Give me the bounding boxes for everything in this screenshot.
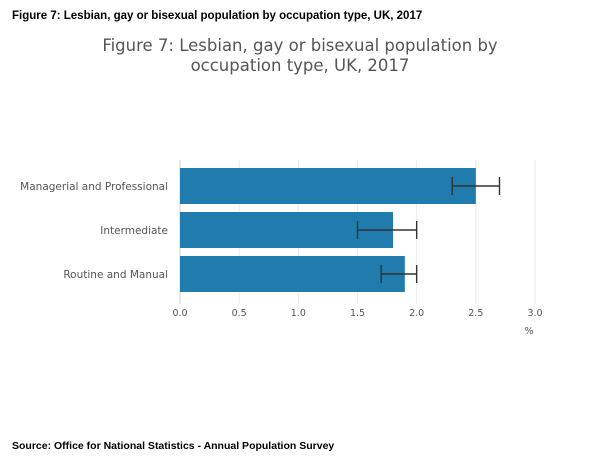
figure-caption: Figure 7: Lesbian, gay or bisexual popul… — [12, 10, 423, 22]
x-tick-label: 3.0 — [527, 308, 542, 319]
bars — [180, 168, 476, 292]
x-tick-label: 1.5 — [350, 308, 365, 319]
error-bar — [356, 221, 418, 239]
x-axis-label: % — [524, 326, 533, 337]
x-tick-label: 2.0 — [409, 308, 424, 319]
error-bars — [356, 177, 501, 283]
x-tick-label: 1.0 — [291, 308, 306, 319]
chart-title: Figure 7: Lesbian, gay or bisexual popul… — [102, 36, 498, 75]
x-tick-label: 0.0 — [172, 308, 187, 319]
category-label: Managerial and Professional — [20, 181, 168, 193]
source-note: Source: Office for National Statistics -… — [12, 440, 335, 452]
error-bar — [380, 265, 418, 283]
bar — [180, 256, 405, 292]
category-label: Intermediate — [100, 225, 168, 237]
axis-labels: Managerial and Professional Intermediate R… — [20, 181, 542, 337]
x-tick-label: 2.5 — [468, 308, 483, 319]
bar — [180, 168, 476, 204]
category-label: Routine and Manual — [63, 269, 168, 281]
error-bar — [451, 177, 501, 195]
x-tick-label: 0.5 — [232, 308, 247, 319]
